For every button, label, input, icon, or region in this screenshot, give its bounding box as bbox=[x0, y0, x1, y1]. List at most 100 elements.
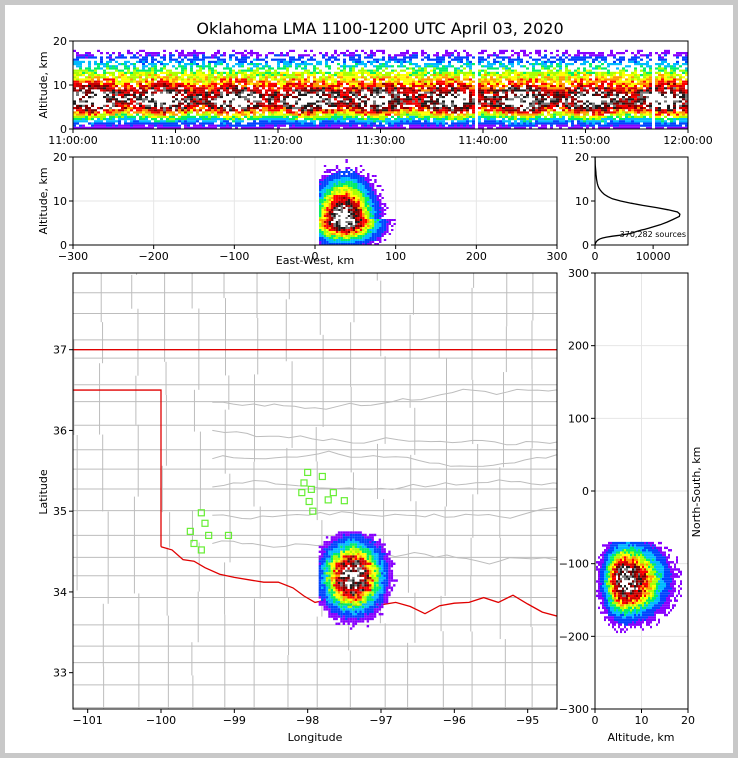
density-cell bbox=[301, 85, 304, 88]
density-cell bbox=[154, 69, 157, 72]
density-cell bbox=[520, 49, 523, 52]
density-cell bbox=[217, 104, 220, 107]
density-cell bbox=[187, 78, 190, 81]
density-cell bbox=[421, 82, 424, 85]
density-cell bbox=[403, 58, 406, 61]
density-cell bbox=[361, 109, 364, 112]
density-cell bbox=[301, 124, 304, 127]
density-cell bbox=[79, 100, 82, 103]
density-cell bbox=[580, 71, 583, 74]
density-cell bbox=[511, 87, 514, 90]
density-cell bbox=[574, 115, 577, 118]
density-cell bbox=[112, 93, 115, 96]
density-cell bbox=[139, 91, 142, 94]
density-cell bbox=[178, 60, 181, 63]
density-cell bbox=[499, 49, 502, 52]
density-cell bbox=[334, 78, 337, 81]
density-cell bbox=[172, 96, 175, 99]
density-cell bbox=[595, 89, 598, 92]
density-cell bbox=[220, 63, 223, 66]
density-cell bbox=[442, 107, 445, 110]
density-cell bbox=[382, 49, 385, 52]
density-cell bbox=[457, 98, 460, 101]
density-cell bbox=[481, 69, 484, 72]
density-cell bbox=[286, 69, 289, 72]
density-cell bbox=[478, 100, 481, 103]
density-cell bbox=[331, 104, 334, 107]
density-cell bbox=[598, 120, 601, 123]
density-cell bbox=[457, 80, 460, 83]
density-cell bbox=[547, 98, 550, 101]
density-cell bbox=[226, 111, 229, 114]
density-cell bbox=[415, 100, 418, 103]
density-cell bbox=[310, 71, 313, 74]
density-cell bbox=[79, 118, 82, 121]
density-cell bbox=[493, 67, 496, 70]
density-cell bbox=[589, 102, 592, 105]
density-cell bbox=[73, 78, 76, 81]
density-cell bbox=[262, 107, 265, 110]
density-cell bbox=[589, 91, 592, 94]
density-cell bbox=[130, 113, 133, 116]
density-cell bbox=[157, 102, 160, 105]
density-cell bbox=[535, 98, 538, 101]
density-cell bbox=[421, 124, 424, 127]
density-cell bbox=[550, 80, 553, 83]
density-cell bbox=[517, 60, 520, 63]
density-cell bbox=[247, 69, 250, 72]
density-cell bbox=[142, 69, 145, 72]
density-cell bbox=[94, 120, 97, 123]
density-cell bbox=[265, 93, 268, 96]
density-cell bbox=[163, 113, 166, 116]
density-cell bbox=[331, 82, 334, 85]
density-cell bbox=[172, 87, 175, 90]
density-cell bbox=[379, 67, 382, 70]
density-cell bbox=[211, 80, 214, 83]
density-cell bbox=[220, 104, 223, 107]
density-cell bbox=[355, 54, 358, 57]
density-cell bbox=[208, 76, 211, 79]
density-cell bbox=[487, 91, 490, 94]
density-cell bbox=[517, 100, 520, 103]
density-cell bbox=[88, 126, 91, 129]
density-cell bbox=[241, 124, 244, 127]
density-cell bbox=[205, 102, 208, 105]
density-cell bbox=[355, 122, 358, 125]
density-cell bbox=[484, 49, 487, 52]
density-cell bbox=[214, 100, 217, 103]
density-cell bbox=[373, 115, 376, 118]
density-cell bbox=[418, 69, 421, 72]
density-cell bbox=[265, 100, 268, 103]
density-cell bbox=[433, 124, 436, 127]
density-cell bbox=[523, 118, 526, 121]
density-cell bbox=[358, 111, 361, 114]
density-cell bbox=[376, 107, 379, 110]
density-cell bbox=[283, 120, 286, 123]
density-cell bbox=[583, 82, 586, 85]
density-cell bbox=[343, 111, 346, 114]
density-cell bbox=[265, 120, 268, 123]
density-cell bbox=[76, 107, 79, 110]
density-cell bbox=[196, 102, 199, 105]
density-cell bbox=[337, 100, 340, 103]
density-cell bbox=[373, 93, 376, 96]
density-cell bbox=[250, 107, 253, 110]
density-cell bbox=[511, 102, 514, 105]
density-cell bbox=[520, 113, 523, 116]
density-cell bbox=[517, 71, 520, 74]
density-cell bbox=[142, 67, 145, 70]
density-cell bbox=[172, 93, 175, 96]
density-cell bbox=[337, 82, 340, 85]
density-cell bbox=[382, 78, 385, 81]
density-cell bbox=[130, 56, 133, 59]
density-cell bbox=[427, 118, 430, 121]
density-cell bbox=[109, 87, 112, 90]
density-cell bbox=[460, 69, 463, 72]
density-cell bbox=[556, 102, 559, 105]
density-cell bbox=[382, 52, 385, 55]
density-cell bbox=[97, 124, 100, 127]
density-cell bbox=[571, 118, 574, 121]
density-cell bbox=[457, 93, 460, 96]
density-cell bbox=[205, 98, 208, 101]
density-cell bbox=[199, 98, 202, 101]
